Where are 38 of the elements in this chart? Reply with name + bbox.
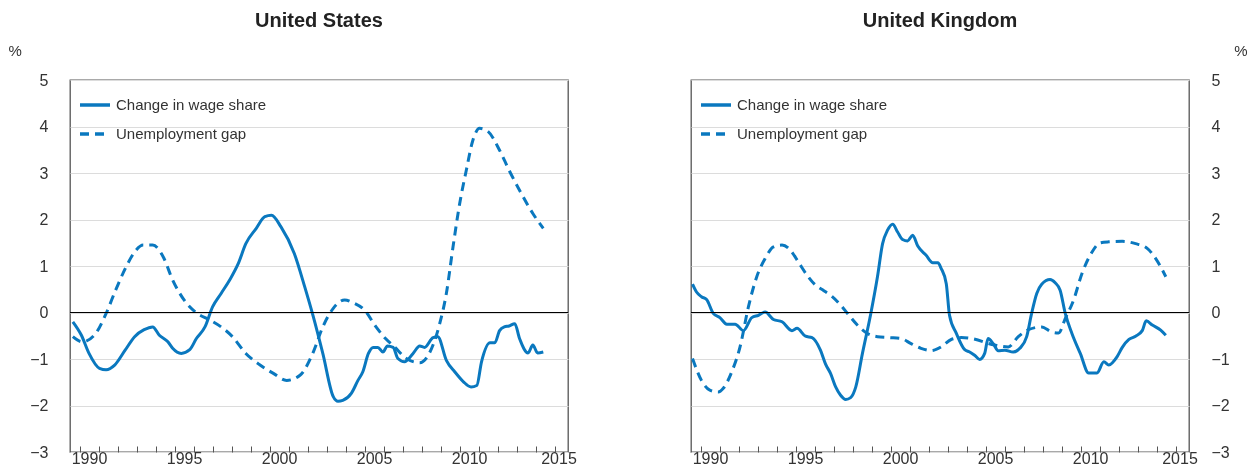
legend-label: Change in wage share xyxy=(737,96,888,113)
x-tick-label: 2010 xyxy=(1072,449,1109,467)
x-tick-label: 2010 xyxy=(451,449,488,467)
y-tick-label: −1 xyxy=(1211,350,1230,368)
x-tick-label: 1990 xyxy=(692,449,729,467)
y-tick-label: 1 xyxy=(1211,257,1221,275)
x-tick-label: 2000 xyxy=(882,449,919,467)
y-tick-label: 3 xyxy=(1211,164,1221,182)
y-tick-label: 0 xyxy=(39,304,49,321)
x-tick-label: 1995 xyxy=(166,449,203,467)
y-tick-label: −2 xyxy=(30,397,49,414)
y-tick-label: 3 xyxy=(39,164,49,182)
y-axis-title: % xyxy=(1234,41,1248,59)
y-tick-label: 4 xyxy=(39,118,49,135)
legend-label: Unemployment gap xyxy=(737,125,868,142)
y-tick-label: −2 xyxy=(1211,397,1230,414)
legend-label: Change in wage share xyxy=(116,96,267,113)
y-tick-label: 1 xyxy=(39,257,49,275)
y-tick-label: 2 xyxy=(39,211,49,228)
y-tick-label: 2 xyxy=(1211,211,1221,228)
x-tick-label: 2015 xyxy=(1162,449,1198,467)
y-tick-label: 4 xyxy=(1211,118,1221,135)
y-tick-label: −1 xyxy=(30,350,49,368)
x-tick-label: 2015 xyxy=(541,449,577,467)
y-tick-label: −3 xyxy=(1211,443,1230,461)
x-tick-label: 1990 xyxy=(71,449,108,467)
y-tick-label: 0 xyxy=(1211,304,1221,321)
x-tick-label: 2000 xyxy=(261,449,298,467)
x-tick-label: 2005 xyxy=(977,449,1014,467)
chart-title: United Kingdom xyxy=(862,9,1018,31)
y-tick-label: 5 xyxy=(1211,71,1221,89)
y-tick-label: 5 xyxy=(39,71,49,89)
legend-label: Unemployment gap xyxy=(116,125,247,142)
x-tick-label: 1995 xyxy=(787,449,824,467)
y-axis-title: % xyxy=(8,41,22,59)
chart-title: United States xyxy=(255,9,383,31)
x-tick-label: 2005 xyxy=(356,449,393,467)
y-tick-label: −3 xyxy=(30,443,49,461)
